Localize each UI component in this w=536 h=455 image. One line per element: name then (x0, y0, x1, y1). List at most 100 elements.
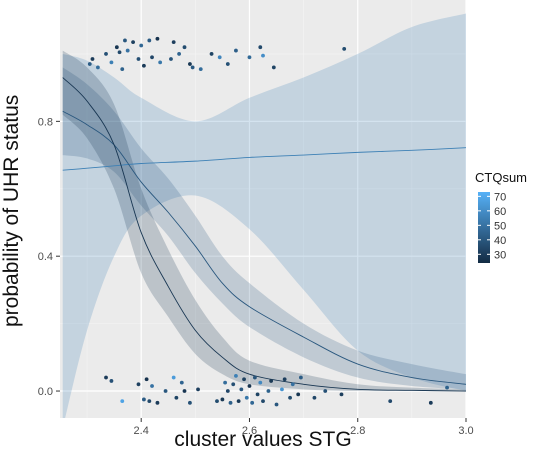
data-point (142, 397, 146, 402)
data-point (188, 62, 192, 66)
data-point (261, 53, 265, 58)
x-tick-label: 2.6 (242, 425, 257, 437)
data-point (87, 62, 92, 66)
data-point (120, 67, 125, 72)
data-point (171, 40, 176, 45)
fit-line-ctq-40 (62, 110, 466, 385)
data-point (125, 48, 130, 53)
data-point (123, 38, 127, 43)
y-tick-label: 0.0 (38, 386, 53, 398)
data-point (271, 65, 276, 70)
data-point (150, 384, 154, 388)
data-point (239, 387, 244, 392)
data-point (136, 57, 141, 61)
data-point (163, 389, 168, 393)
data-point (147, 399, 152, 404)
data-point (182, 389, 187, 393)
data-point (280, 387, 284, 392)
x-tick-label: 3.0 (458, 425, 473, 437)
data-point (269, 379, 274, 383)
confidence-band-ctq-55 (62, 13, 466, 418)
data-point (109, 60, 114, 65)
data-point (223, 380, 228, 385)
data-point (388, 399, 393, 404)
fit-line-ctq-55 (62, 147, 466, 171)
data-point (342, 46, 347, 51)
data-point (136, 382, 141, 387)
data-point (171, 375, 176, 380)
fit-line-ctq-28 (62, 77, 466, 392)
data-point (182, 45, 187, 50)
data-point (217, 55, 222, 60)
data-point (242, 377, 246, 382)
data-point (258, 380, 263, 385)
data-point (323, 389, 328, 393)
data-point (236, 399, 241, 404)
data-point (139, 43, 144, 48)
data-point (215, 399, 219, 404)
legend-label: 30 (494, 249, 506, 261)
data-point (296, 392, 301, 397)
data-point (104, 52, 108, 56)
data-point (90, 57, 95, 61)
data-point (282, 377, 287, 382)
data-point (158, 60, 163, 65)
data-point (244, 395, 249, 400)
legend-label: 40 (494, 235, 506, 247)
data-point (247, 384, 252, 388)
data-point (247, 55, 252, 60)
data-point (117, 50, 122, 55)
data-point (150, 55, 154, 60)
data-point (144, 377, 149, 382)
data-point (288, 395, 292, 400)
data-point (131, 40, 135, 45)
legend-colorbar (478, 192, 490, 263)
data-point (220, 397, 225, 402)
confidence-band-ctq-40 (62, 67, 466, 390)
data-point (255, 392, 260, 397)
data-point (231, 382, 236, 387)
data-point (234, 48, 238, 53)
data-point (298, 375, 303, 380)
legend-label: 70 (494, 191, 506, 203)
legend-label: 50 (494, 220, 506, 232)
data-point (114, 45, 119, 50)
data-point (261, 399, 265, 404)
data-point (95, 65, 100, 70)
y-tick-label: 0.4 (38, 251, 53, 263)
data-point (250, 400, 255, 405)
data-point (155, 400, 160, 405)
data-point (169, 57, 173, 61)
data-point (266, 389, 271, 393)
x-tick-label: 2.8 (350, 425, 365, 437)
data-point (225, 389, 230, 393)
data-point (290, 382, 295, 387)
data-point (104, 375, 108, 380)
data-point (258, 45, 263, 50)
confidence-band-ctq-28 (62, 50, 466, 392)
data-point (445, 385, 449, 390)
data-point (312, 395, 317, 400)
data-point (179, 380, 184, 385)
data-point (147, 38, 152, 43)
y-axis-label: probability of UHR status (0, 94, 23, 327)
legend-label: 60 (494, 206, 506, 218)
legend-title: CTQsum (475, 170, 527, 185)
data-point (252, 375, 257, 380)
data-point (188, 400, 192, 405)
data-point (339, 392, 344, 397)
data-point (120, 399, 125, 404)
data-point (228, 400, 233, 405)
data-point (274, 402, 279, 407)
data-point (155, 36, 160, 41)
data-point (225, 62, 230, 66)
x-tick-label: 2.4 (134, 425, 149, 437)
data-point (190, 65, 195, 70)
data-point (142, 63, 146, 68)
data-point (109, 379, 114, 383)
data-point (196, 387, 200, 392)
plot-panel (60, 0, 466, 418)
data-point (209, 52, 214, 56)
data-point (177, 52, 181, 56)
